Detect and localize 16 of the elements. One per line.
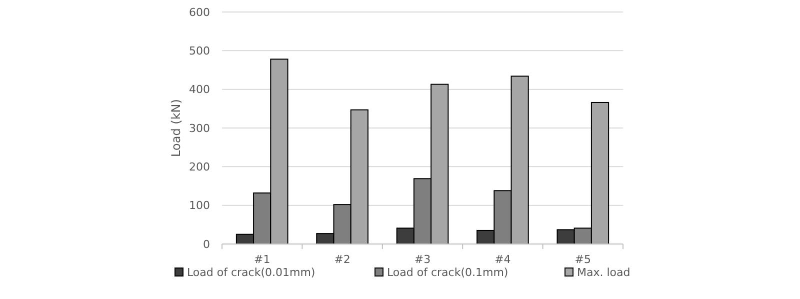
y-tick-label: 200 bbox=[189, 160, 210, 174]
y-tick-label: 300 bbox=[189, 122, 210, 135]
x-tick-label: #3 bbox=[414, 253, 431, 266]
x-tick-label: #1 bbox=[254, 253, 270, 266]
y-tick-label: 600 bbox=[189, 6, 210, 19]
x-tick-label: #5 bbox=[574, 253, 592, 266]
x-tick-label: #2 bbox=[334, 253, 350, 266]
y-tick-label: 100 bbox=[189, 199, 210, 212]
legend-label: Max. load bbox=[577, 266, 630, 279]
y-tick-label: 0 bbox=[203, 238, 210, 251]
y-tick-label: 400 bbox=[189, 83, 210, 96]
x-tick-label: #4 bbox=[494, 253, 511, 266]
y-tick-label: 500 bbox=[189, 44, 210, 58]
legend-label: Load of crack(0.1mm) bbox=[387, 266, 508, 279]
y-axis-title: Load (kN) bbox=[169, 99, 183, 157]
legend-label: Load of crack(0.01mm) bbox=[187, 266, 316, 279]
